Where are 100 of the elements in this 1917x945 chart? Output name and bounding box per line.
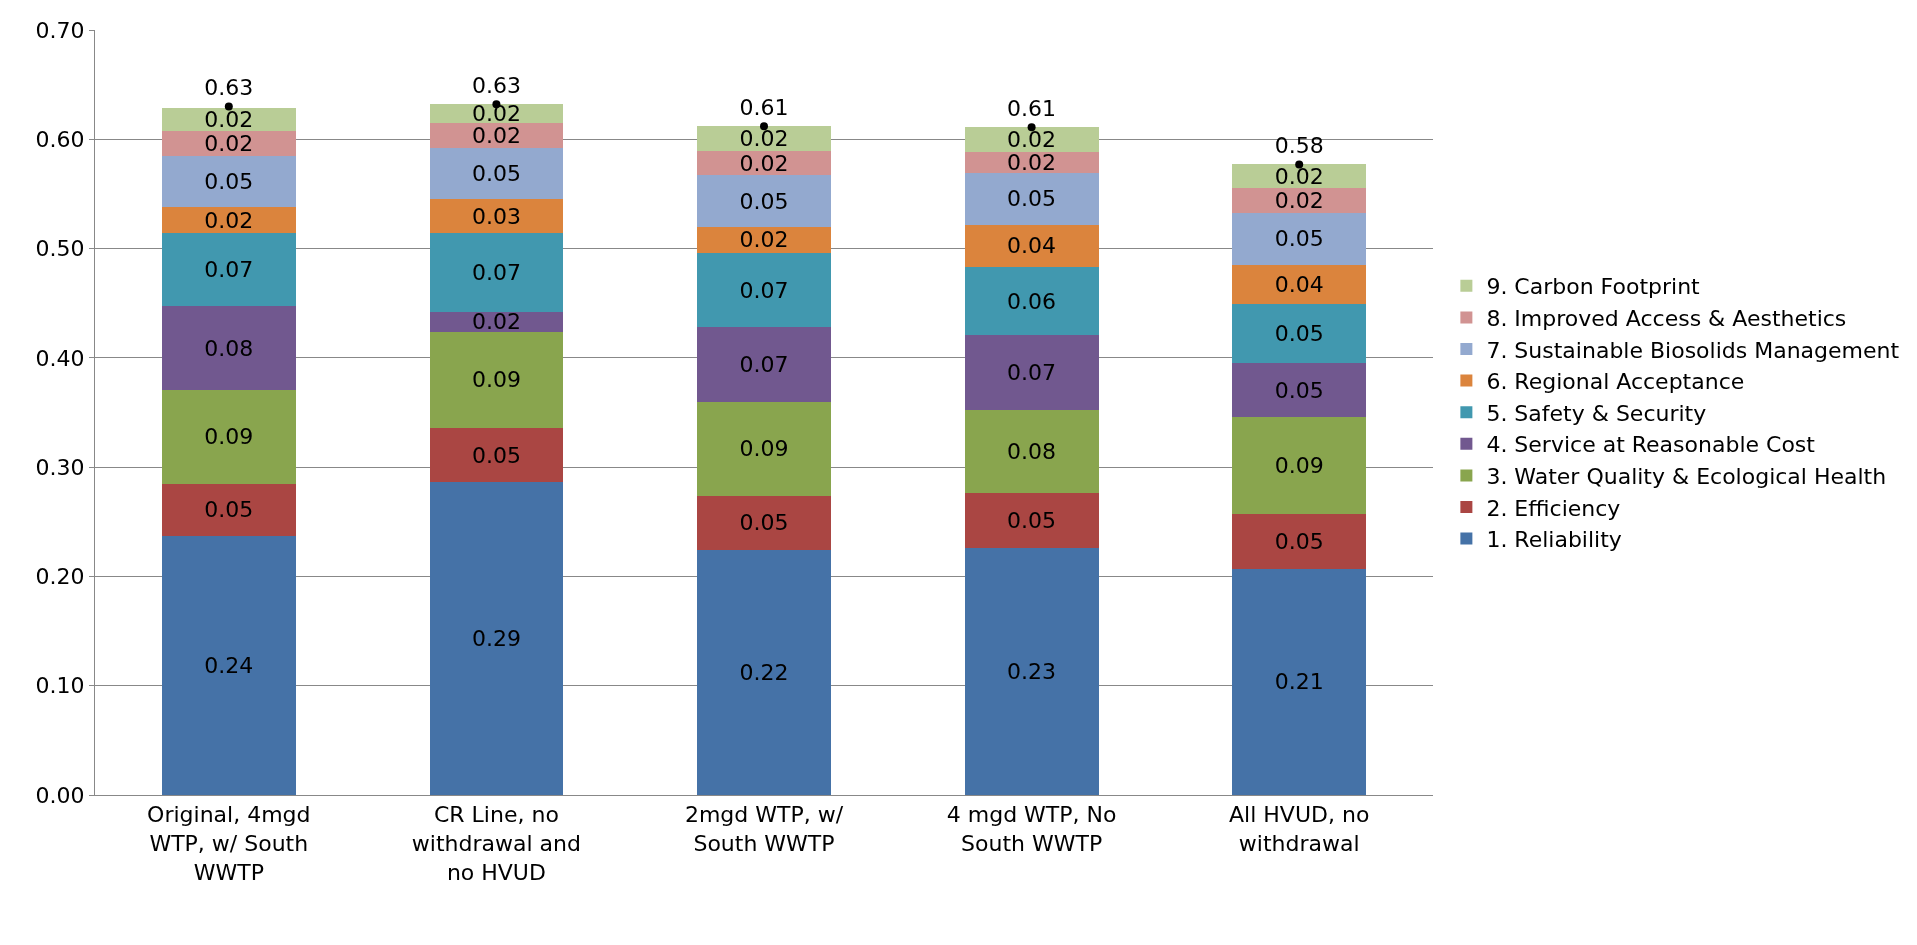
bar [697,550,831,795]
bar [161,233,296,307]
y-tick-label: 0.60 [35,126,85,152]
data-label: 0.05 [204,168,254,194]
bar [964,410,1099,494]
legend-label: 9. Carbon Footprint [1486,274,1701,300]
bar [1232,212,1367,265]
bar [697,252,831,328]
bar [964,334,1099,411]
data-label: 0.05 [1274,377,1324,403]
x-tick-label: CR Line, no withdrawal and no HVUD [411,802,581,885]
bar [161,535,296,795]
bar [161,207,296,234]
data-label: 0.05 [1007,186,1057,212]
bar [697,226,831,253]
bar [1232,363,1367,417]
y-tick-label: 0.00 [35,782,85,808]
data-label: 0.05 [1274,528,1324,554]
legend-label: 3. Water Quality & Ecological Health [1486,463,1887,489]
bar [1232,514,1367,569]
bar [161,155,296,208]
data-label: 0.08 [1007,439,1057,465]
legend-label: 6. Regional Acceptance [1486,369,1745,395]
data-label: 0.05 [1274,226,1324,252]
y-tick-label: 0.20 [35,564,85,590]
legend-label: 5. Safety & Security [1486,400,1707,426]
data-label: 0.06 [1007,288,1057,314]
data-label: 0.07 [471,260,521,286]
data-label: 0.24 [204,652,254,678]
bar [429,199,564,234]
data-label: 0.05 [739,510,789,536]
bar [161,389,296,484]
data-label: 0.09 [739,436,789,462]
data-label: 0.05 [739,188,789,214]
data-label: 0.07 [1007,360,1057,386]
data-label: 0.02 [739,150,789,176]
bar [964,224,1099,268]
legend-label: 1. Reliability [1486,527,1622,553]
y-tick-label: 0.10 [35,673,85,699]
legend-label: 2. Efficiency [1486,495,1621,521]
bar [964,267,1099,335]
x-tick-label: Original, 4mgd WTP, w/ South WWTP [147,802,311,885]
data-label: 0.02 [739,227,789,253]
point [224,102,233,111]
data-label: 0.05 [204,497,254,523]
legend-label: 4. Service at Reasonable Cost [1486,432,1816,458]
data-label: 0.58 [1274,132,1324,158]
data-label: 0.02 [204,106,254,132]
data-label: 0.22 [739,660,789,686]
data-label: 0.02 [204,130,254,156]
data-label: 0.05 [1007,508,1057,534]
data-label: 0.07 [204,257,254,283]
y-tick-label: 0.70 [35,17,85,43]
x-tick-label: 4 mgd WTP, No South WWTP [946,802,1117,856]
data-label: 0.04 [1274,272,1324,298]
bar [697,327,831,402]
data-label: 0.05 [1274,321,1324,347]
bar [161,306,296,390]
data-label: 0.03 [471,203,521,229]
bar [1232,264,1367,305]
bar [697,175,831,227]
bar [429,482,564,795]
data-label: 0.08 [204,335,254,361]
legend-label: 8. Improved Access & Aesthetics [1486,305,1847,331]
data-label: 0.02 [739,126,789,152]
y-tick-label: 0.30 [35,454,85,480]
bar [1232,568,1367,795]
data-label: 0.05 [471,442,521,468]
data-label: 0.02 [1274,163,1324,189]
bar [964,493,1099,549]
bar [429,233,564,312]
data-label: 0.07 [739,277,789,303]
bar [697,151,831,176]
bar [1232,304,1367,364]
data-label: 0.23 [1007,659,1057,685]
data-label: 0.02 [204,207,254,233]
data-label: 0.09 [471,367,521,393]
bar [964,548,1099,795]
data-label: 0.29 [471,626,521,652]
data-label: 0.07 [739,351,789,377]
data-label: 0.61 [1007,95,1057,121]
data-label: 0.63 [471,72,521,98]
y-tick-label: 0.50 [35,236,85,262]
data-label: 0.05 [471,161,521,187]
bar [429,148,564,200]
data-label: 0.63 [204,75,254,100]
data-label: 0.02 [1007,127,1057,153]
data-label: 0.61 [739,94,789,120]
legend-label: 7. Sustainable Biosolids Management [1486,337,1900,363]
bar [429,427,564,483]
bar [161,130,296,156]
bar [697,495,831,551]
y-tick-label: 0.40 [35,345,85,371]
data-label: 0.02 [1007,150,1057,176]
data-label: 0.02 [1274,187,1324,213]
data-label: 0.09 [204,424,254,450]
data-label: 0.02 [471,309,521,335]
x-tick-label: All HVUD, no withdrawal [1229,802,1370,856]
bar [697,401,831,496]
bar [429,331,564,428]
